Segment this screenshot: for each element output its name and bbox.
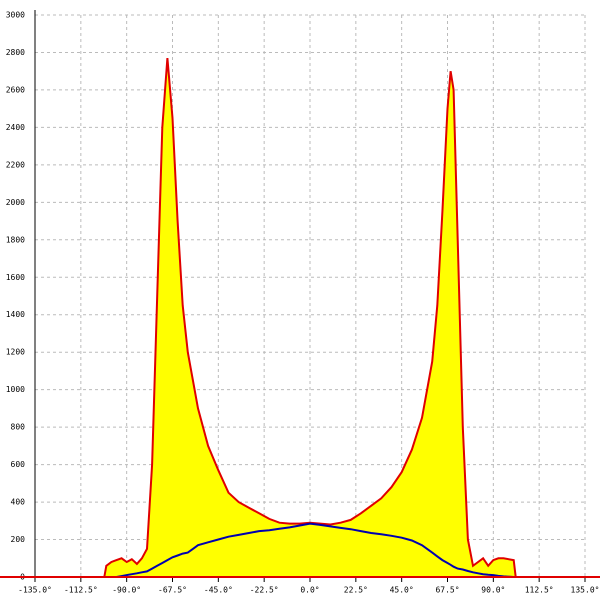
y-tick-label: 2400: [6, 123, 25, 132]
x-tick-label: 112.5°: [525, 586, 554, 595]
x-tick-label: 0.0°: [300, 586, 319, 595]
series-line: [116, 522, 514, 578]
y-tick-label: 1600: [6, 273, 25, 282]
y-tick-label: 1800: [6, 235, 25, 244]
x-tick-label: -112.5°: [64, 586, 98, 595]
y-tick-label: 2600: [6, 85, 25, 94]
y-tick-label: 400: [11, 498, 26, 507]
x-tick-label: -67.5°: [158, 586, 187, 595]
y-tick-label: 2000: [6, 198, 25, 207]
x-tick-label: 45.0°: [390, 586, 414, 595]
x-tick-label: 90.0°: [481, 586, 505, 595]
series-line: [103, 58, 517, 578]
y-tick-label: 3000: [6, 11, 25, 20]
x-tick-label: 22.5°: [344, 586, 368, 595]
x-tick-label: 67.5°: [435, 586, 459, 595]
y-tick-label: 1000: [6, 385, 25, 394]
y-tick-label: 2200: [6, 160, 25, 169]
y-tick-label: 1200: [6, 348, 25, 357]
x-tick-label: -135.0°: [18, 586, 52, 595]
y-tick-label: 2800: [6, 48, 25, 57]
x-tick-label: -22.5°: [250, 586, 279, 595]
x-tick-label: 135.0°: [571, 586, 600, 595]
y-tick-label: 1400: [6, 310, 25, 319]
y-tick-label: 800: [11, 423, 26, 432]
y-tick-label: 200: [11, 535, 26, 544]
x-tick-label: -90.0°: [112, 586, 141, 595]
x-tick-label: -45.0°: [204, 586, 233, 595]
y-tick-label: 600: [11, 460, 26, 469]
